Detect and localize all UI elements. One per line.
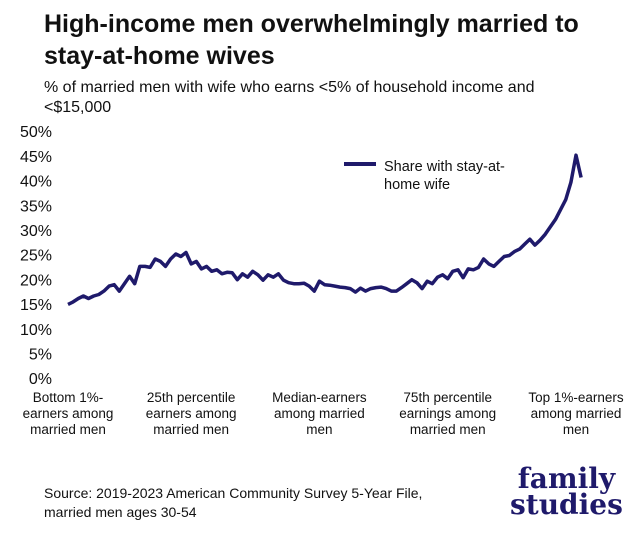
x-tick-label: Bottom 1%-earners among married men — [22, 390, 114, 437]
y-tick-label: 30% — [20, 223, 52, 240]
y-tick-label: 15% — [20, 297, 52, 314]
y-tick-label: 5% — [29, 347, 52, 364]
y-tick-label: 40% — [20, 174, 52, 191]
y-tick-label: 35% — [20, 198, 52, 215]
y-tick-label: 20% — [20, 272, 52, 289]
y-tick-label: 45% — [20, 149, 52, 166]
y-tick-label: 25% — [20, 248, 52, 265]
source-note: Source: 2019-2023 American Community Sur… — [44, 485, 423, 520]
brand-logo: family studies — [510, 462, 623, 521]
x-tick-label: Median-earners among married men — [272, 390, 367, 437]
y-tick-label: 10% — [20, 322, 52, 339]
y-tick-label: 0% — [29, 371, 52, 388]
legend-label: Share with stay-at-home wife — [384, 159, 505, 193]
data-line — [67, 153, 583, 306]
chart-title: High-income men overwhelmingly married t… — [44, 10, 579, 70]
chart-subtitle: % of married men with wife who earns <5%… — [44, 79, 535, 116]
brand-word: studies — [510, 488, 623, 521]
x-tick-label: 25th percentile earners among married me… — [145, 390, 237, 437]
y-tick-label: 50% — [20, 124, 52, 141]
brand-word: family — [517, 462, 616, 495]
x-tick-label: Top 1%-earners among married men — [528, 390, 624, 437]
x-tick-label: 75th percentile earnings among married m… — [399, 390, 497, 437]
